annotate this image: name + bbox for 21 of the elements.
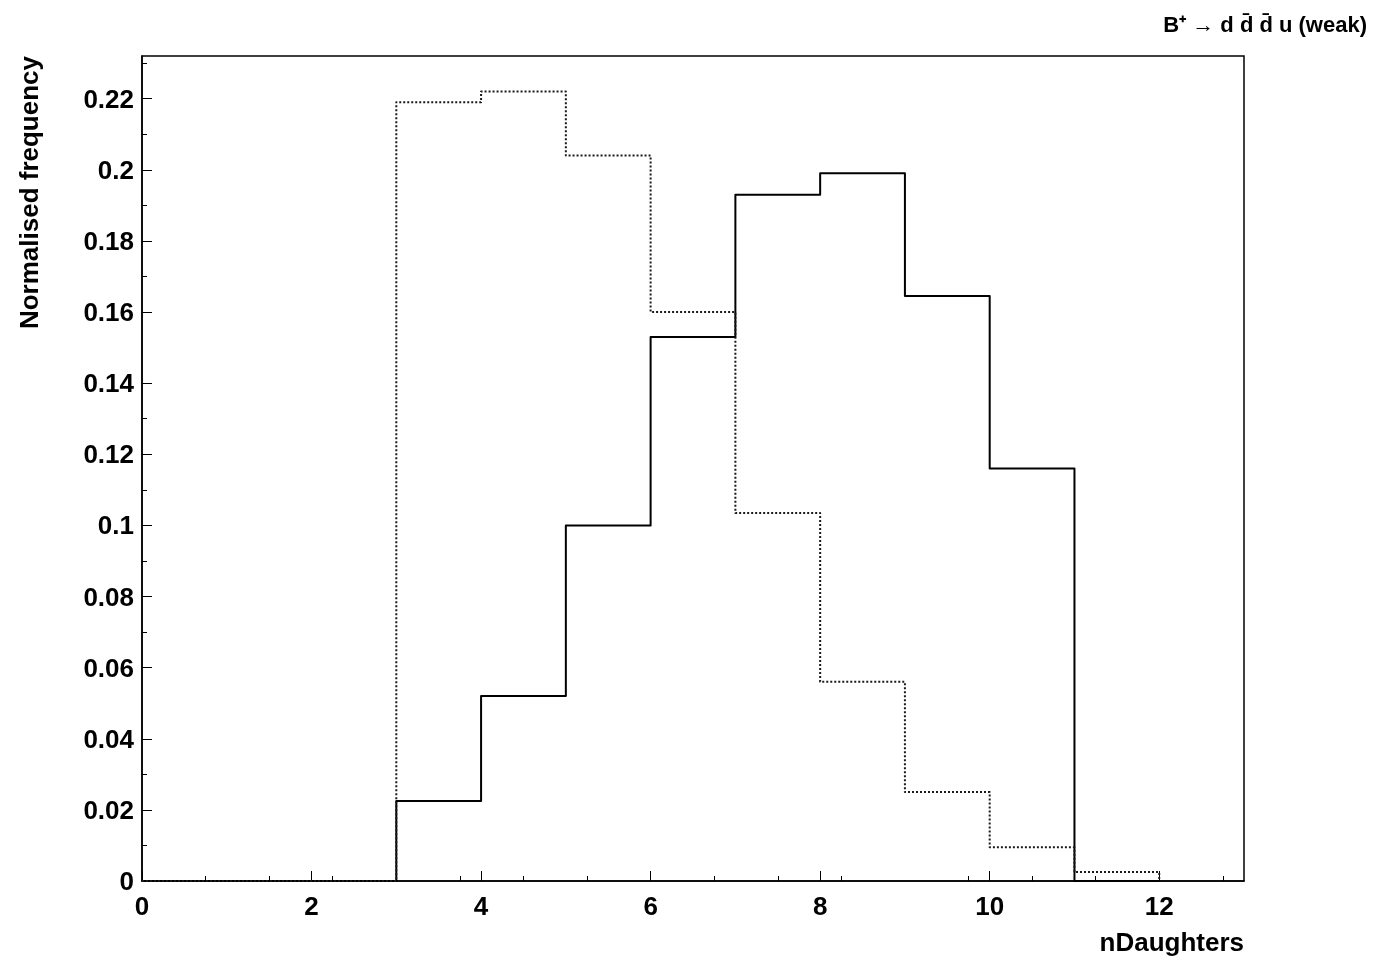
y-tick-label: 0.12 (83, 439, 134, 470)
x-tick-label: 6 (643, 891, 658, 921)
x-axis-title: nDaughters (1099, 927, 1244, 957)
y-tick-label: 0.04 (83, 723, 135, 754)
y-tick-label: 0.22 (83, 83, 134, 114)
x-tick-label: 12 (1144, 891, 1174, 921)
y-tick-label: 0.14 (83, 368, 135, 399)
y-tick-label: 0.02 (83, 794, 134, 825)
y-tick-label: 0.16 (83, 297, 134, 328)
x-tick-label: 4 (473, 891, 489, 921)
x-tick-label: 8 (812, 891, 828, 921)
y-tick-label: 0.08 (83, 581, 134, 612)
y-tick-label: 0.2 (97, 154, 134, 185)
chart-subtitle: B⁺ → d d̄ d̄ u (weak) (1163, 11, 1368, 37)
x-tick-label: 10 (975, 891, 1005, 921)
x-tick-label: 2 (304, 891, 319, 921)
y-tick-label: 0.1 (97, 510, 134, 541)
y-axis-title: Normalised frequency (14, 55, 44, 330)
y-tick-label: 0.06 (83, 652, 134, 683)
y-tick-label: 0 (119, 866, 134, 896)
y-tick-label: 0.18 (83, 225, 134, 256)
